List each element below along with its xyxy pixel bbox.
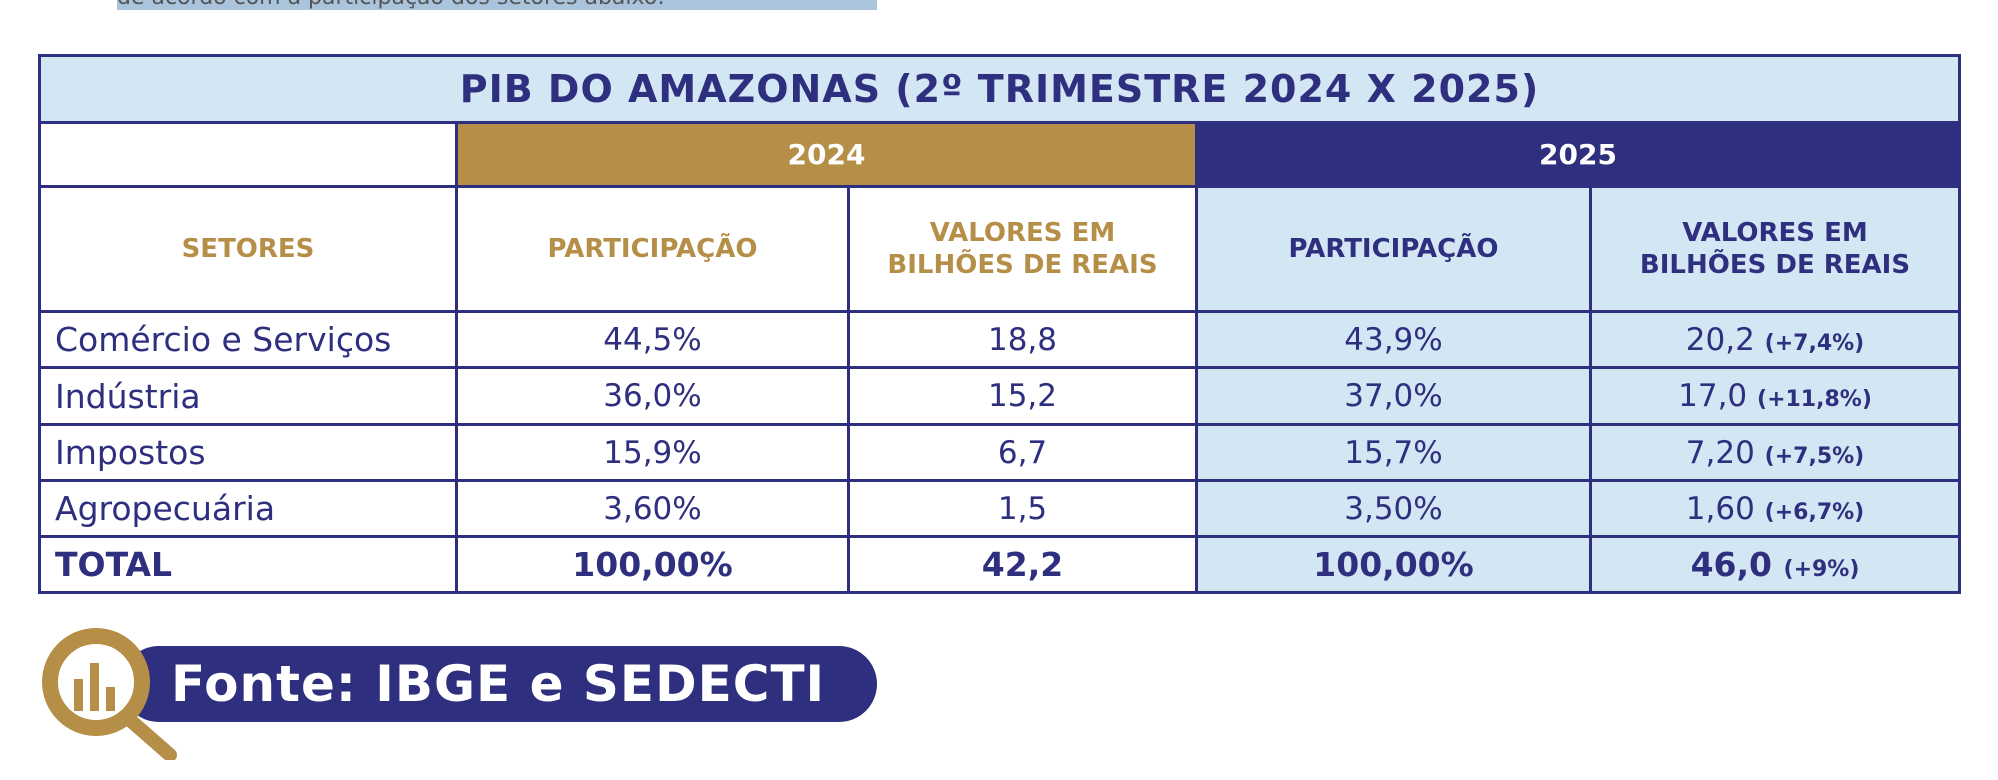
valor-2025: 7,20: [1685, 434, 1755, 471]
total-v2025: 46,0: [1690, 545, 1773, 584]
valor-2025-cell: 1,60 (+6,7%): [1588, 479, 1962, 538]
table-row: Agropecuária 3,60% 1,5 3,50% 1,60 (+6,7%…: [38, 479, 1962, 538]
total-p2025: 100,00%: [1195, 535, 1592, 594]
participacao-2024: 15,9%: [455, 423, 850, 482]
header-participacao-2024: PARTICIPAÇÃO: [455, 185, 850, 313]
total-p2024: 100,00%: [455, 535, 850, 594]
pib-table: PIB DO AMAZONAS (2º TRIMESTRE 2024 X 202…: [37, 54, 1962, 594]
table-row: Comércio e Serviços 44,5% 18,8 43,9% 20,…: [38, 310, 1962, 369]
valor-2024: 6,7: [847, 423, 1198, 482]
change-percent: (+6,7%): [1764, 499, 1865, 525]
header-participacao-2025: PARTICIPAÇÃO: [1195, 185, 1592, 313]
magnifier-lens-icon: [42, 628, 150, 736]
participacao-2024: 3,60%: [455, 479, 850, 538]
header-valores-2024: VALORES EM BILHÕES DE REAIS: [847, 185, 1198, 313]
change-percent: (+11,8%): [1757, 387, 1872, 412]
intro-text-highlight: de acordo com a participação dos setores…: [117, 0, 877, 10]
total-change: (+9%): [1783, 557, 1860, 582]
total-v2024: 42,2: [847, 535, 1198, 594]
magnifier-chart-icon: [123, 713, 177, 760]
participacao-2025: 3,50%: [1195, 479, 1592, 538]
source-banner: Fonte: IBGE e SEDECTI: [121, 646, 877, 722]
sector-name: Impostos: [38, 423, 458, 482]
source-text: Fonte: IBGE e SEDECTI: [171, 655, 826, 713]
total-label: TOTAL: [38, 535, 458, 594]
year-2025-header: 2025: [1194, 121, 1962, 188]
table-row: Indústria 36,0% 15,2 37,0% 17,0 (+11,8%): [38, 366, 1962, 426]
participacao-2024: 36,0%: [455, 366, 850, 426]
valor-2025: 1,60: [1685, 490, 1755, 527]
table-title: PIB DO AMAZONAS (2º TRIMESTRE 2024 X 202…: [37, 54, 1962, 124]
participacao-2025: 37,0%: [1195, 366, 1592, 426]
year-2024-header: 2024: [455, 121, 1198, 188]
header-setores: SETORES: [38, 185, 458, 313]
valor-2025-cell: 7,20 (+7,5%): [1588, 423, 1962, 482]
change-percent: (+7,5%): [1764, 443, 1865, 469]
total-v2025-cell: 46,0 (+9%): [1588, 535, 1962, 594]
participacao-2025: 43,9%: [1195, 310, 1592, 369]
sector-name: Indústria: [38, 366, 458, 426]
intro-text: de acordo com a participação dos setores…: [117, 0, 665, 10]
valor-2025: 17,0: [1678, 378, 1748, 414]
valor-2025-cell: 17,0 (+11,8%): [1588, 366, 1962, 426]
empty-header-cell: [38, 121, 458, 188]
total-row: TOTAL 100,00% 42,2 100,00% 46,0 (+9%): [38, 535, 1962, 594]
header-valores-2025: VALORES EM BILHÕES DE REAIS: [1588, 185, 1962, 313]
change-percent: (+7,4%): [1764, 330, 1865, 356]
table-row: Impostos 15,9% 6,7 15,7% 7,20 (+7,5%): [38, 423, 1962, 482]
participacao-2025: 15,7%: [1195, 423, 1592, 482]
valor-2024: 18,8: [847, 310, 1198, 369]
sector-name: Comércio e Serviços: [38, 310, 458, 369]
valor-2024: 15,2: [847, 366, 1198, 426]
valor-2025-cell: 20,2 (+7,4%): [1588, 310, 1962, 369]
valor-2025: 20,2: [1685, 321, 1755, 358]
sector-name: Agropecuária: [38, 479, 458, 538]
participacao-2024: 44,5%: [455, 310, 850, 369]
valor-2024: 1,5: [847, 479, 1198, 538]
